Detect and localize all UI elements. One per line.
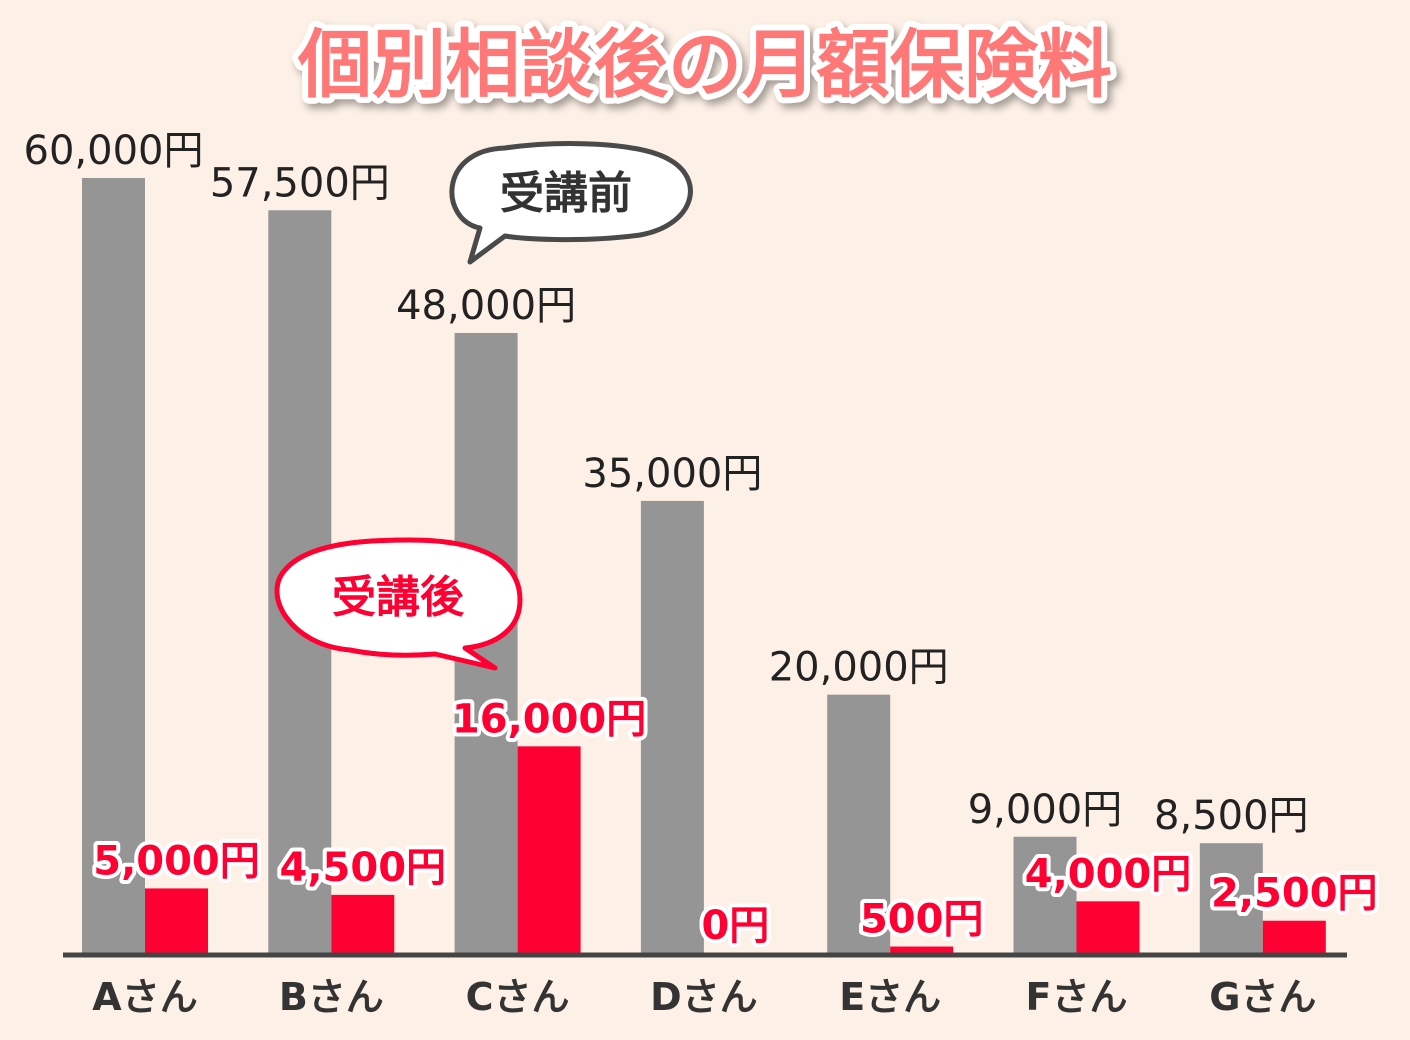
value-label-before-3: 35,000円 xyxy=(582,451,762,497)
callout-after-bubble xyxy=(274,537,523,671)
bar-after-5 xyxy=(1076,901,1140,953)
value-labels-group: 60,000円 5,000円 57,500円 4,500円 48,000円 16,000円… xyxy=(24,128,1382,953)
legend-callout-before: 受講前 xyxy=(449,141,693,265)
value-label-after-6: 2,500円 xyxy=(1211,871,1378,917)
category-label-0: Aさん xyxy=(92,975,197,1019)
bars-group xyxy=(82,178,1326,953)
category-label-2: Cさん xyxy=(466,975,570,1019)
bar-after-2 xyxy=(517,746,581,953)
category-label-3: Dさん xyxy=(650,975,758,1019)
value-label-after-0: 5,000円 xyxy=(93,838,260,884)
bar-after-6 xyxy=(1262,920,1326,953)
value-label-after-3: 0円 xyxy=(701,903,769,949)
value-label-after-5: 4,000円 xyxy=(1025,851,1192,897)
bar-before-6 xyxy=(1199,843,1263,953)
value-label-before-0: 60,000円 xyxy=(24,128,204,174)
bar-before-5 xyxy=(1013,836,1077,953)
bar-after-1 xyxy=(331,894,395,953)
category-label-6: Gさん xyxy=(1209,975,1316,1019)
value-label-before-6: 8,500円 xyxy=(1154,793,1309,839)
legend-callout-after: 受講後 xyxy=(274,537,523,671)
callout-before-bubble xyxy=(449,141,693,265)
bar-before-4 xyxy=(827,694,891,953)
value-label-after-2: 16,000円 xyxy=(452,696,646,742)
callout-before-text: 受講前 xyxy=(500,168,632,219)
category-label-4: Eさん xyxy=(839,975,941,1019)
category-label-5: Fさん xyxy=(1026,975,1128,1019)
category-label-1: Bさん xyxy=(279,975,384,1019)
value-label-before-4: 20,000円 xyxy=(769,645,949,691)
bar-before-0 xyxy=(82,178,145,953)
value-label-before-2: 48,000円 xyxy=(396,283,576,329)
category-labels-group: Aさん Bさん Cさん Dさん Eさん Fさん Gさん xyxy=(92,975,1316,1019)
callout-after-text: 受講後 xyxy=(332,572,465,623)
value-label-after-1: 4,500円 xyxy=(280,845,447,891)
value-label-before-1: 57,500円 xyxy=(210,160,390,206)
chart-title: 個別相談後の月額保険料 xyxy=(297,22,1112,108)
bar-after-4 xyxy=(890,946,954,953)
value-label-after-4: 500円 xyxy=(860,897,984,943)
bar-after-0 xyxy=(145,888,208,953)
bar-before-3 xyxy=(640,500,704,953)
value-label-before-5: 9,000円 xyxy=(968,787,1123,833)
